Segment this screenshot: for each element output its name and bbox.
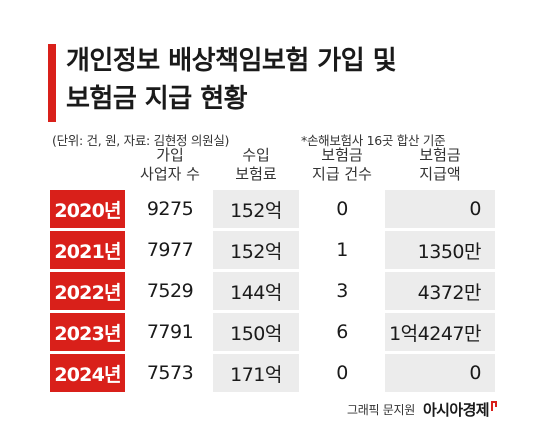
table-header: 가입 사업자 수 수입 보험료 보험금 지급 건수 보험금 지급액 xyxy=(0,143,550,187)
premium-cell: 171억 xyxy=(213,354,299,392)
column-header-line: 보험료 xyxy=(235,165,277,183)
payout-cell: 1억4247만 xyxy=(385,313,495,351)
page-title: 개인정보 배상책임보험 가입 및 보험금 지급 현황 xyxy=(66,42,397,118)
table-row: 2022년 7529 144억 3 4372만 xyxy=(50,272,495,310)
payout-cell: 0 xyxy=(385,354,495,392)
column-header-line: 지급액 xyxy=(419,165,461,183)
subscribers-cell: 7573 xyxy=(146,362,194,384)
subscribers-cell: 7529 xyxy=(146,280,194,302)
claims-cell: 0 xyxy=(336,362,348,384)
column-header-line: 보험금 xyxy=(321,146,363,164)
column-header-line: 가입 xyxy=(156,146,184,164)
footnote: *손해보험사 16곳 합산 기준 xyxy=(301,133,446,148)
premium-cell: 150억 xyxy=(213,313,299,351)
column-header-line: 사업자 수 xyxy=(140,165,200,183)
table-row: 2021년 7977 152억 1 1350만 xyxy=(50,231,495,269)
column-header-line: 수입 xyxy=(242,146,270,164)
column-header-subscribers: 가입 사업자 수 xyxy=(127,143,213,187)
column-header-premium: 수입 보험료 xyxy=(213,143,299,187)
payout-cell: 4372만 xyxy=(385,272,495,310)
title-accent-bar xyxy=(48,44,56,122)
brand-logo-text: 아시아경제 xyxy=(422,401,490,419)
subscribers-cell: 7791 xyxy=(146,321,194,343)
year-cell: 2022년 xyxy=(50,272,125,310)
premium-cell: 152억 xyxy=(213,190,299,228)
subscribers-cell: 9275 xyxy=(146,198,194,220)
subscribers-cell: 7977 xyxy=(146,239,194,261)
payout-cell: 1350만 xyxy=(385,231,495,269)
footer: 그래픽 문지원 아시아경제 xyxy=(347,399,497,420)
column-header-line: 보험금 xyxy=(419,146,461,164)
claims-cell: 1 xyxy=(336,239,348,261)
column-header-payout: 보험금 지급액 xyxy=(385,143,495,187)
unit-note: (단위: 건, 원, 자료: 김현정 의원실) xyxy=(52,133,230,148)
premium-cell: 144억 xyxy=(213,272,299,310)
title-line-2: 보험금 지급 현황 xyxy=(66,84,248,114)
claims-cell: 3 xyxy=(336,280,348,302)
table-row: 2024년 7573 171억 0 0 xyxy=(50,354,495,392)
title-line-1: 개인정보 배상책임보험 가입 및 xyxy=(66,46,397,76)
payout-cell: 0 xyxy=(385,190,495,228)
table-row: 2023년 7791 150억 6 1억4247만 xyxy=(50,313,495,351)
brand-mark-icon xyxy=(491,400,497,411)
year-cell: 2021년 xyxy=(50,231,125,269)
claims-cell: 6 xyxy=(336,321,348,343)
graphic-credit: 그래픽 문지원 xyxy=(347,403,415,417)
column-header-line: 지급 건수 xyxy=(312,165,372,183)
year-cell: 2024년 xyxy=(50,354,125,392)
column-header-claims: 보험금 지급 건수 xyxy=(299,143,385,187)
year-cell: 2020년 xyxy=(50,190,125,228)
year-cell: 2023년 xyxy=(50,313,125,351)
premium-cell: 152억 xyxy=(213,231,299,269)
claims-cell: 0 xyxy=(336,198,348,220)
table-row: 2020년 9275 152억 0 0 xyxy=(50,190,495,228)
